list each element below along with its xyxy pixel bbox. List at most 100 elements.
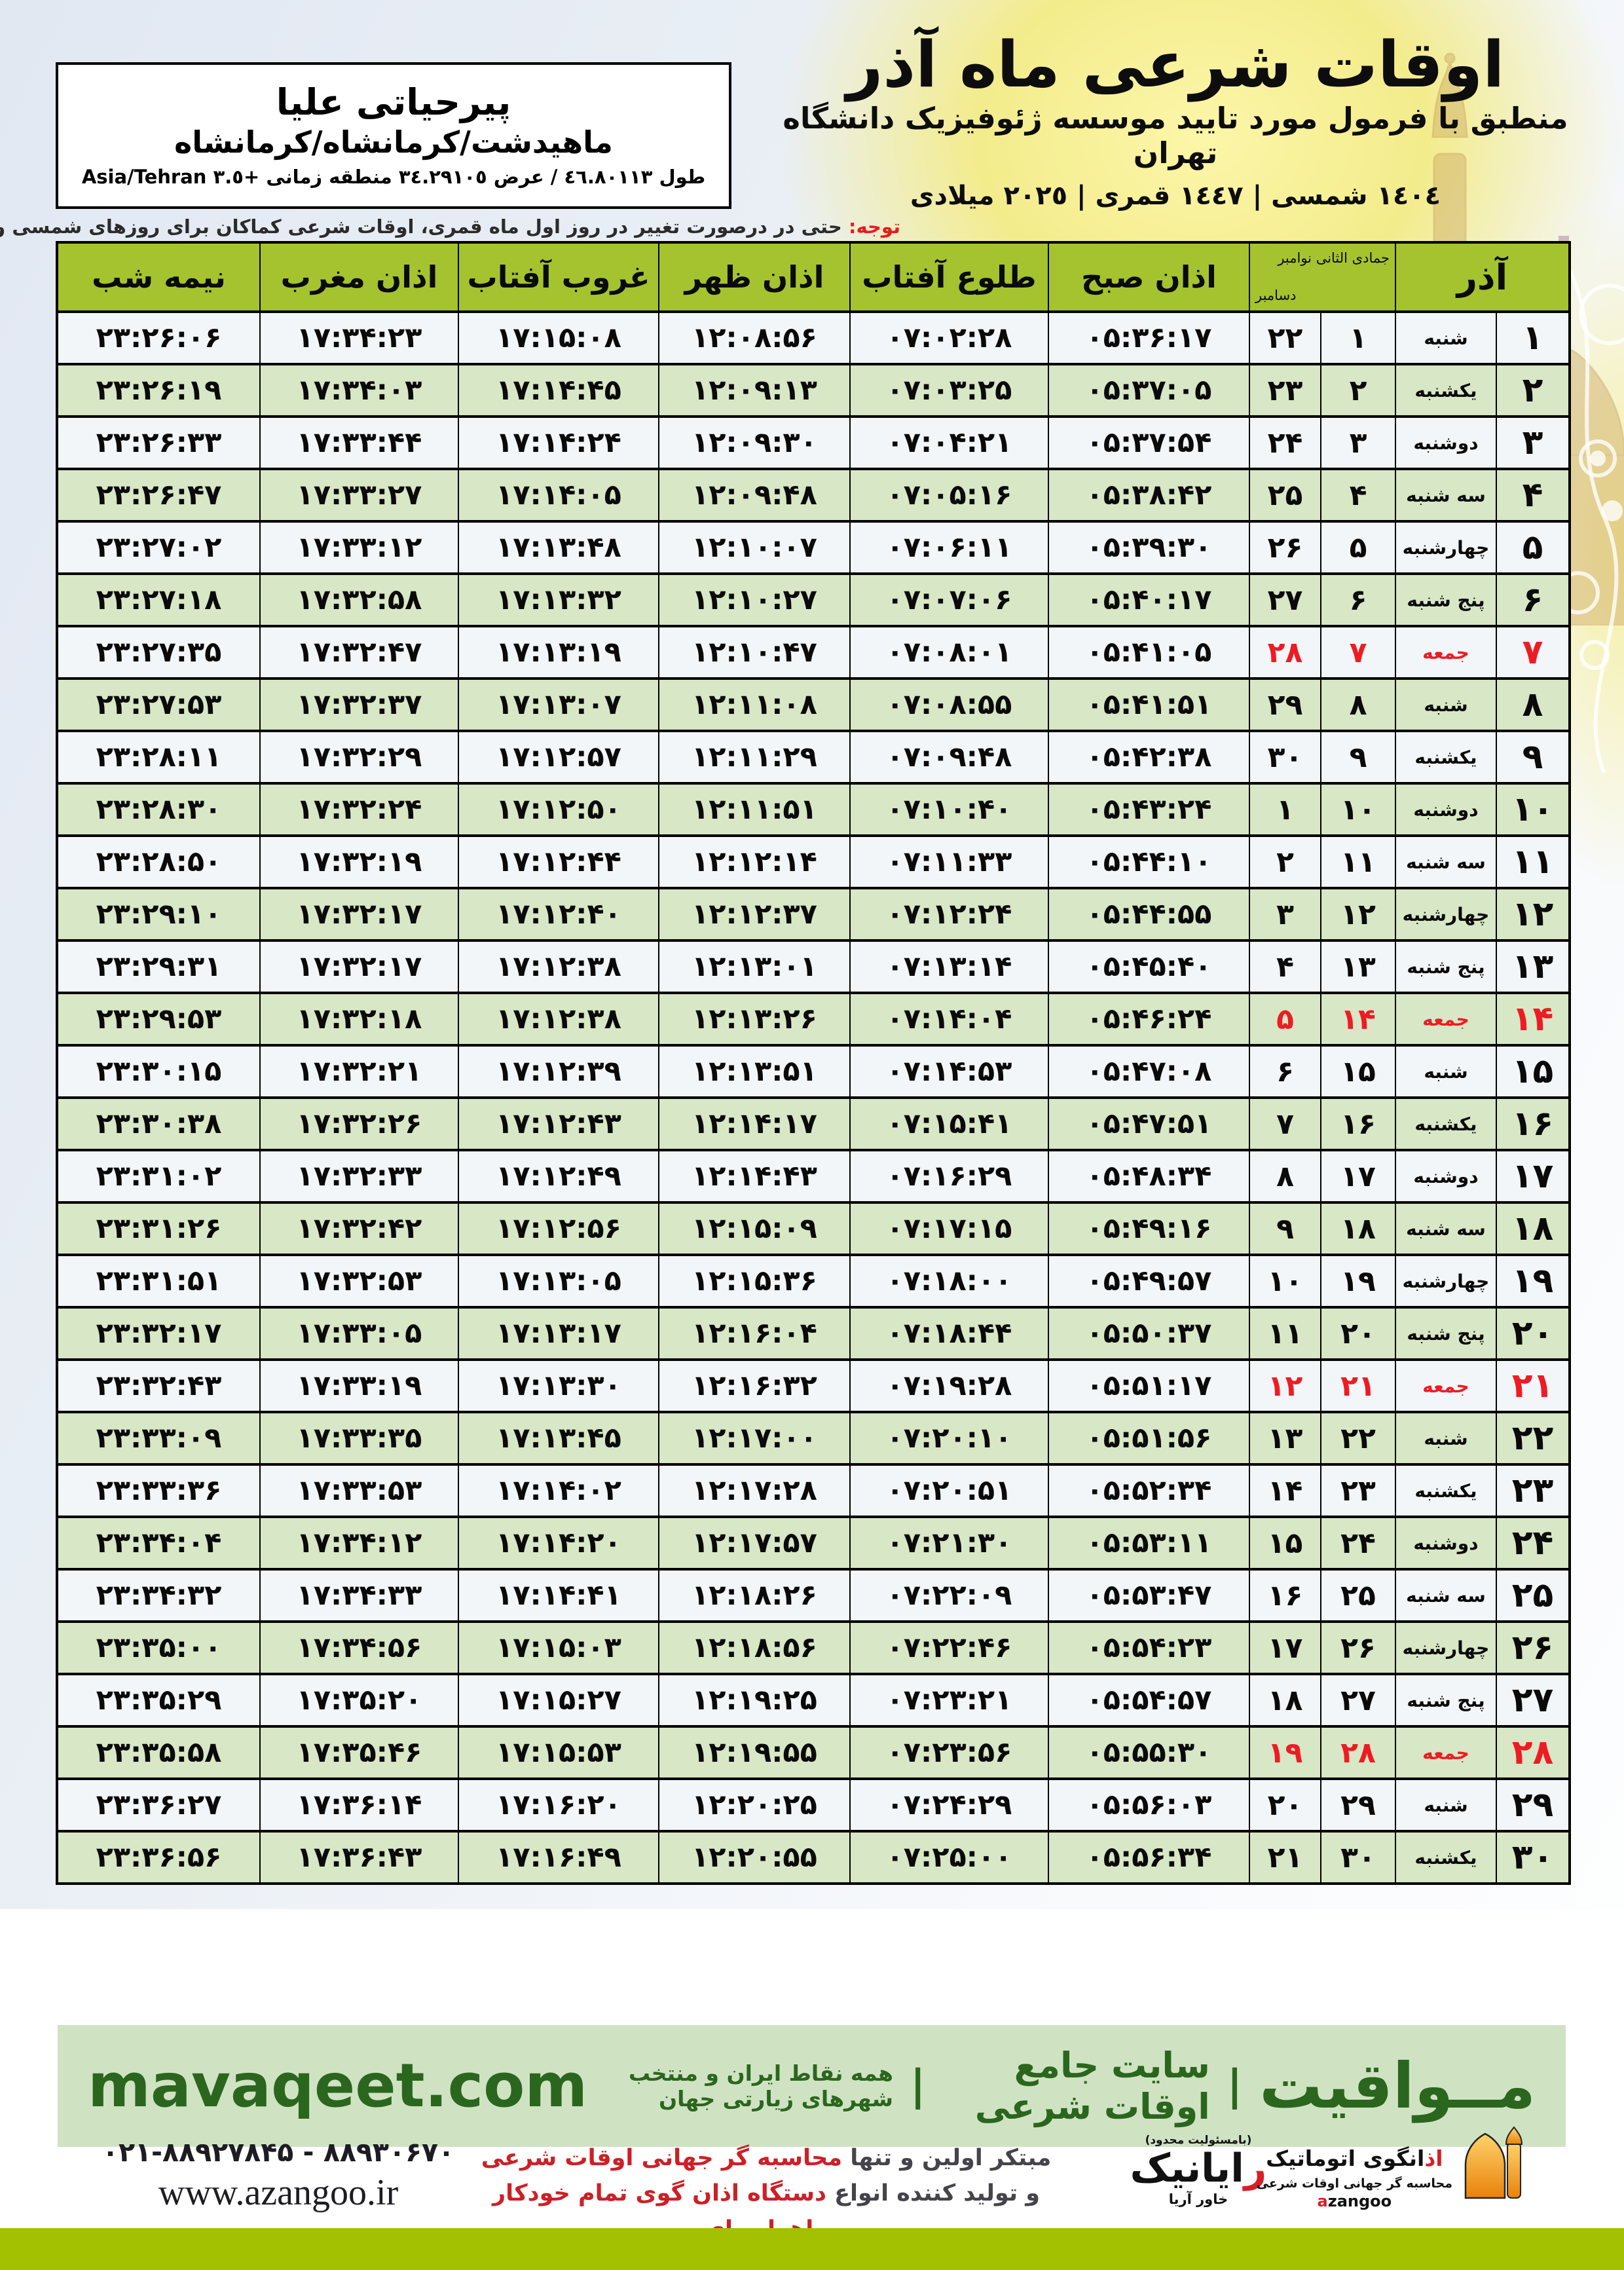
cell-sunrise-time: ۰۷:۰۸:۵۵ [849,677,1049,732]
cell-lunar-day: ۱۶ [1320,1096,1396,1151]
location-name: پیرحیاتی علیا [276,81,511,123]
cell-azar-day: ۱۹ [1496,1254,1570,1309]
cell-azar-day: ۴ [1496,468,1570,523]
cell-sunset-time: ۱۷:۱۶:۲۰ [458,1777,659,1833]
cell-dhuhr-time: ۱۲:۲۰:۲۵ [658,1777,851,1833]
cell-fajr-time: ۰۵:۴۷:۵۱ [1048,1096,1250,1151]
cell-maghrib-time: ۱۷:۳۲:۴۲ [259,1201,459,1256]
cell-gregorian-day: ۱۵ [1249,1516,1321,1571]
page-title: اوقات شرعی ماه آذر [846,28,1505,102]
cell-dhuhr-time: ۱۲:۰۸:۵۶ [658,310,851,365]
cell-maghrib-time: ۱۷:۳۵:۴۶ [259,1725,459,1780]
cell-azar-day: ۱۸ [1496,1201,1570,1256]
cell-maghrib-time: ۱۷:۳۴:۲۳ [259,310,459,365]
cell-sunrise-time: ۰۷:۰۳:۲۵ [849,363,1049,418]
cell-sunset-time: ۱۷:۱۶:۴۹ [458,1830,659,1885]
cell-fajr-time: ۰۵:۵۶:۳۴ [1048,1830,1250,1885]
cell-lunar-day: ۲۲ [1320,1411,1396,1466]
cell-midnight-time: ۲۳:۲۹:۱۰ [56,887,261,942]
cell-sunrise-time: ۰۷:۱۳:۱۴ [849,939,1049,994]
maker-line1: مبتکر اولین و تنها محاسبه گر جهانی اوقات… [481,2145,1052,2171]
cell-fajr-time: ۰۵:۵۶:۰۳ [1048,1777,1250,1833]
cell-weekday: پنج شنبه [1395,939,1497,994]
cell-lunar-day: ۲۰ [1320,1306,1396,1361]
separator: | [1227,2062,1243,2110]
cell-sunset-time: ۱۷:۱۵:۵۳ [458,1725,659,1780]
table-row: ۲۵ سه شنبه ۲۵ ۱۶ ۰۵:۵۳:۴۷ ۰۷:۲۲:۰۹ ۱۲:۱۸… [56,1568,1570,1623]
cell-lunar-day: ۵ [1320,520,1396,575]
cell-weekday: جمعه [1395,625,1497,680]
cell-sunset-time: ۱۷:۱۳:۳۲ [458,572,659,627]
cell-sunrise-time: ۰۷:۲۱:۳۰ [849,1516,1049,1571]
cell-lunar-day: ۱۲ [1320,887,1396,942]
cell-fajr-time: ۰۵:۴۴:۵۵ [1048,887,1250,942]
azangoo-texts: اذانگوی اتوماتیک محاسبه گر جهانی اوقات ش… [1257,2123,1452,2210]
cell-maghrib-time: ۱۷:۳۶:۱۴ [259,1777,459,1833]
cell-gregorian-day: ۶ [1249,1044,1321,1099]
cell-gregorian-day: ۱۱ [1249,1306,1321,1361]
title-block: اوقات شرعی ماه آذر منطبق با فرمول مورد ت… [776,31,1575,211]
cell-sunset-time: ۱۷:۱۵:۰۳ [458,1620,659,1675]
table-row: ۱۷ دوشنبه ۱۷ ۸ ۰۵:۴۸:۳۴ ۰۷:۱۶:۲۹ ۱۲:۱۴:۴… [56,1149,1570,1204]
cell-maghrib-time: ۱۷:۳۲:۱۹ [259,834,459,889]
location-coordinates: طول ٤٦.٨٠١١٣ / عرض ٣٤.٢٩١٠٥ منطقه زمانی … [81,166,706,188]
cell-midnight-time: ۲۳:۲۸:۳۰ [56,782,261,837]
cell-maghrib-time: ۱۷:۳۲:۵۸ [259,572,459,627]
cell-dhuhr-time: ۱۲:۱۹:۲۵ [658,1673,851,1728]
table-row: ۲۶ چهارشنبه ۲۶ ۱۷ ۰۵:۵۴:۲۳ ۰۷:۲۲:۴۶ ۱۲:۱… [56,1620,1570,1675]
table-row: ۱ شنبه ۱ ۲۲ ۰۵:۳۶:۱۷ ۰۷:۰۲:۲۸ ۱۲:۰۸:۵۶ ۱… [56,310,1570,365]
cell-sunrise-time: ۰۷:۲۴:۲۹ [849,1777,1049,1833]
table-row: ۱۸ سه شنبه ۱۸ ۹ ۰۵:۴۹:۱۶ ۰۷:۱۷:۱۵ ۱۲:۱۵:… [56,1201,1570,1256]
cell-maghrib-time: ۱۷:۳۲:۲۱ [259,1044,459,1099]
cell-weekday: پنج شنبه [1395,572,1497,627]
table-row: ۲۳ یکشنبه ۲۳ ۱۴ ۰۵:۵۲:۳۴ ۰۷:۲۰:۵۱ ۱۲:۱۷:… [56,1463,1570,1518]
azangoo-logo: اذانگوی اتوماتیک محاسبه گر جهانی اوقات ش… [1257,2123,1532,2215]
cell-weekday: شنبه [1395,1044,1497,1099]
cell-midnight-time: ۲۳:۲۸:۱۱ [56,730,261,785]
cell-lunar-day: ۱۳ [1320,939,1396,994]
table-row: ۲۱ جمعه ۲۱ ۱۲ ۰۵:۵۱:۱۷ ۰۷:۱۹:۲۸ ۱۲:۱۶:۳۲… [56,1358,1570,1413]
cell-sunrise-time: ۰۷:۰۸:۰۱ [849,625,1049,680]
cell-fajr-time: ۰۵:۵۱:۵۶ [1048,1411,1250,1466]
cell-gregorian-day: ۲ [1249,834,1321,889]
azangoo-url-link[interactable]: www.azangoo.ir [158,2172,399,2213]
cell-midnight-time: ۲۳:۲۷:۱۸ [56,572,261,627]
cell-azar-day: ۱۰ [1496,782,1570,837]
site-description: همه نقاط ایران و منتخب شهرهای زیارتی جها… [628,2060,893,2112]
column-header-sunrise: طلوع آفتاب [849,241,1049,313]
cell-azar-day: ۳ [1496,415,1570,470]
cell-midnight-time: ۲۳:۳۲:۱۷ [56,1306,261,1361]
cell-fajr-time: ۰۵:۵۱:۱۷ [1048,1358,1250,1413]
cell-midnight-time: ۲۳:۳۵:۲۹ [56,1673,261,1728]
cell-sunrise-time: ۰۷:۲۲:۰۹ [849,1568,1049,1623]
cell-maghrib-time: ۱۷:۳۴:۰۳ [259,363,459,418]
cell-fajr-time: ۰۵:۴۶:۲۴ [1048,992,1250,1047]
mavaqeet-url-link[interactable]: mavaqeet.com [88,2051,588,2121]
cell-fajr-time: ۰۵:۳۸:۴۲ [1048,468,1250,523]
cell-fajr-time: ۰۵:۴۴:۱۰ [1048,834,1250,889]
cell-fajr-time: ۰۵:۵۵:۳۰ [1048,1725,1250,1780]
cell-sunrise-time: ۰۷:۰۹:۴۸ [849,730,1049,785]
cell-dhuhr-time: ۱۲:۱۱:۵۱ [658,782,851,837]
cell-sunset-time: ۱۷:۱۲:۳۸ [458,992,659,1047]
cell-lunar-day: ۱۸ [1320,1201,1396,1256]
cell-weekday: پنج شنبه [1395,1306,1497,1361]
cell-lunar-day: ۲۸ [1320,1725,1396,1780]
cell-gregorian-day: ۲۲ [1249,310,1321,365]
cell-maghrib-time: ۱۷:۳۳:۴۴ [259,415,459,470]
cell-weekday: شنبه [1395,1777,1497,1833]
cell-azar-day: ۱۳ [1496,939,1570,994]
cell-sunset-time: ۱۷:۱۴:۲۰ [458,1516,659,1571]
cell-azar-day: ۶ [1496,572,1570,627]
rayanik-note: (بامسئولیت محدود) [1145,2134,1252,2147]
cell-fajr-time: ۰۵:۵۴:۲۳ [1048,1620,1250,1675]
cell-gregorian-day: ۲۰ [1249,1777,1321,1833]
cell-azar-day: ۲۴ [1496,1516,1570,1571]
cell-midnight-time: ۲۳:۳۵:۵۸ [56,1725,261,1780]
cell-gregorian-day: ۲۳ [1249,363,1321,418]
cell-lunar-day: ۱۵ [1320,1044,1396,1099]
cell-weekday: یکشنبه [1395,1096,1497,1151]
cell-lunar-day: ۹ [1320,730,1396,785]
cell-maghrib-time: ۱۷:۳۲:۲۹ [259,730,459,785]
cell-fajr-time: ۰۵:۴۱:۵۱ [1048,677,1250,732]
